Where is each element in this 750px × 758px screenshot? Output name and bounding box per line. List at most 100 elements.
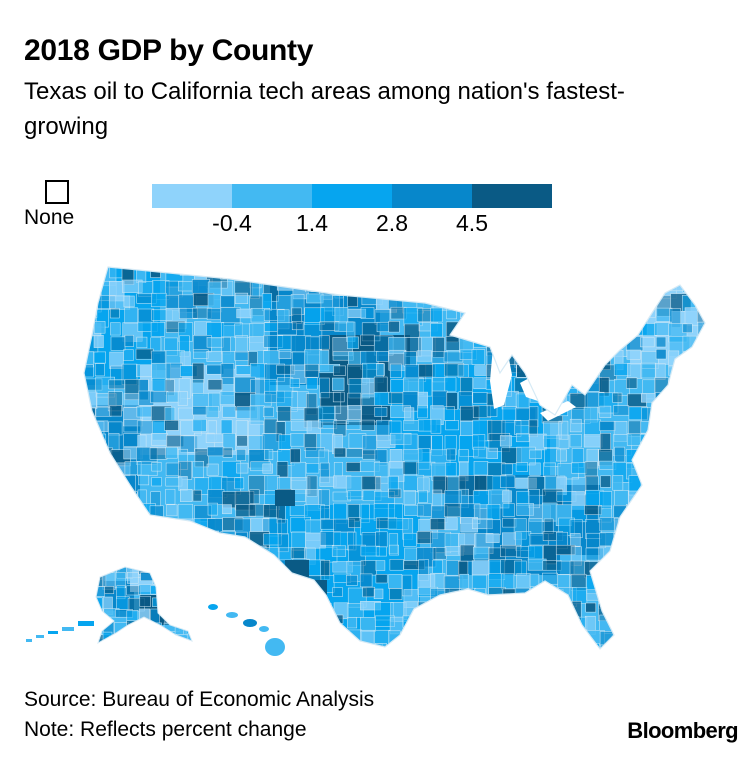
county-cell <box>248 589 258 608</box>
county-cell <box>222 588 239 601</box>
county-cell <box>248 559 263 569</box>
county-cell <box>93 321 106 334</box>
county-cell <box>165 601 180 615</box>
county-cell <box>584 322 604 343</box>
county-cell <box>474 280 491 298</box>
legend-tick-label: -0.4 <box>212 210 252 236</box>
county-cell <box>613 603 626 614</box>
county-cell <box>206 337 224 348</box>
county-cell <box>388 391 404 404</box>
county-cell <box>459 544 475 562</box>
county-cell <box>570 533 581 547</box>
county-cell <box>628 406 648 421</box>
county-cell <box>136 406 154 418</box>
county-cell <box>697 321 705 336</box>
county-cell <box>613 421 628 442</box>
county-cell <box>320 615 336 632</box>
county-cell <box>164 572 183 584</box>
county-cell <box>628 644 642 649</box>
county-cell <box>502 532 522 549</box>
county-cell <box>683 475 705 485</box>
county-cell <box>192 602 212 616</box>
county-cell <box>292 267 307 287</box>
county-cell <box>683 350 693 367</box>
county-cell <box>137 547 152 566</box>
county-cell <box>669 267 691 284</box>
county-cell <box>136 420 155 435</box>
county-cell <box>122 279 143 293</box>
county-cell <box>347 336 359 349</box>
county-cell <box>96 393 117 407</box>
county-cell <box>667 449 680 468</box>
county-cell <box>114 632 133 643</box>
county-cell <box>446 560 460 576</box>
county-cell <box>376 351 389 362</box>
county-cell <box>164 642 186 649</box>
county-cell <box>173 567 190 574</box>
county-cell <box>107 644 126 649</box>
county-cell <box>713 546 725 557</box>
county-cell <box>569 307 588 319</box>
county-cell <box>376 363 385 376</box>
county-cell <box>713 449 729 465</box>
county-cell <box>333 365 346 376</box>
county-cell <box>235 504 256 517</box>
lake-michigan <box>490 343 512 409</box>
county-cell <box>136 630 154 647</box>
county-cell <box>306 293 324 304</box>
county-cell <box>418 631 435 649</box>
county-cell <box>200 562 209 571</box>
county-cell <box>206 530 220 549</box>
alaska-counties <box>96 562 217 662</box>
county-cell <box>460 294 472 308</box>
county-cell <box>627 279 648 300</box>
county-cell <box>655 434 668 450</box>
county-cell <box>150 585 164 595</box>
county-cell <box>333 447 347 458</box>
county-cell <box>430 278 449 297</box>
county-cell <box>205 406 219 418</box>
county-cell <box>263 533 282 546</box>
county-cell <box>528 322 545 341</box>
county-cell <box>627 363 643 379</box>
county-cell <box>221 575 233 594</box>
county-cell <box>515 281 529 298</box>
county-cell <box>151 292 167 308</box>
county-cell <box>347 281 367 297</box>
county-cell <box>388 533 399 554</box>
county-cell <box>178 575 196 586</box>
county-cell <box>500 280 522 298</box>
county-cell <box>585 602 597 613</box>
county-cell <box>348 517 362 528</box>
county-cell <box>457 364 469 378</box>
county-cell <box>625 559 638 569</box>
county-cell <box>207 518 223 535</box>
county-cell <box>471 349 486 365</box>
county-cell <box>84 490 99 503</box>
county-cell <box>124 644 135 649</box>
county-cell <box>710 492 726 502</box>
county-cell <box>165 545 182 564</box>
county-cell <box>375 560 386 571</box>
county-cell <box>152 567 165 571</box>
county-cell <box>682 279 699 293</box>
county-cell <box>515 462 528 472</box>
county-cell <box>529 601 549 616</box>
county-cell <box>655 349 667 360</box>
county-cell <box>598 322 618 338</box>
county-cell <box>137 642 152 649</box>
county-cell <box>430 631 451 646</box>
county-cell <box>640 630 661 646</box>
county-cell <box>233 616 244 634</box>
lake-huron <box>520 371 552 401</box>
county-cell <box>150 645 164 661</box>
county-cell <box>684 461 703 479</box>
county-cell <box>199 645 217 662</box>
county-cell <box>303 433 317 451</box>
county-cell <box>236 462 249 474</box>
county-cell <box>500 294 519 317</box>
county-cell <box>375 574 388 584</box>
region-fill <box>226 612 238 618</box>
county-cell <box>149 447 168 460</box>
county-cell <box>263 504 279 518</box>
